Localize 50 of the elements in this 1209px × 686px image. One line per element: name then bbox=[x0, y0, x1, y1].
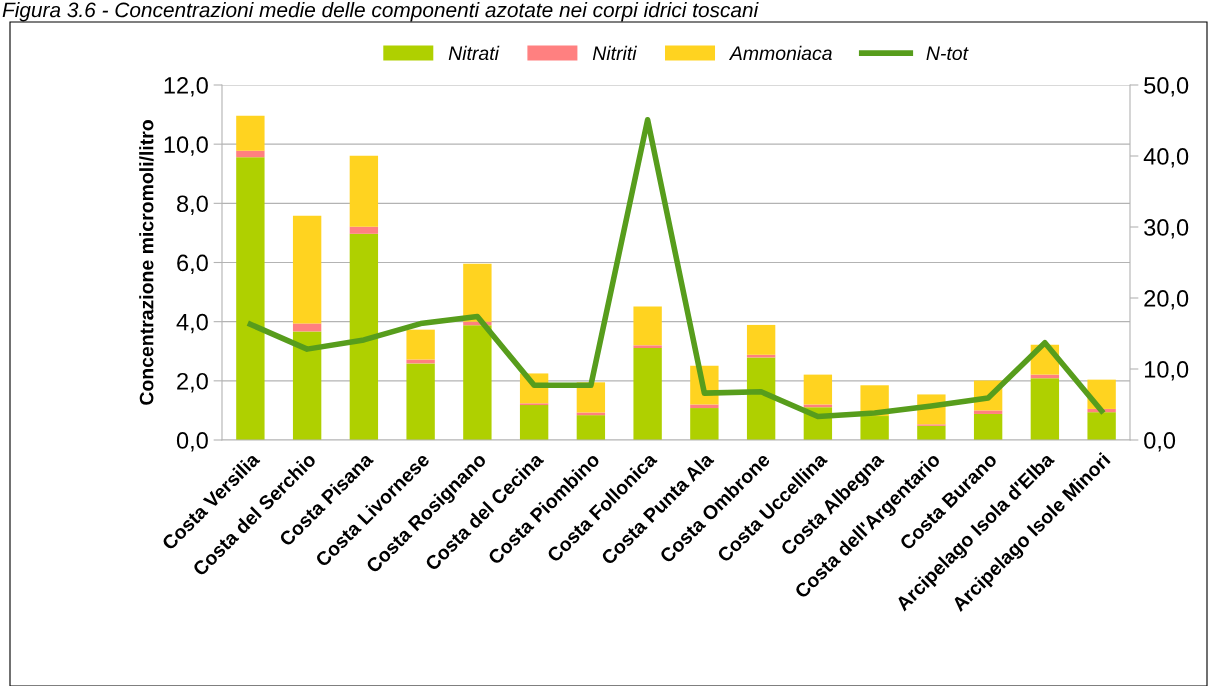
bar bbox=[973, 410, 1003, 414]
bar bbox=[292, 215, 322, 324]
bar bbox=[1087, 412, 1116, 440]
y-tick-label: 6,0 bbox=[177, 254, 208, 275]
bar bbox=[349, 233, 379, 440]
legend-label: Ammoniaca bbox=[728, 45, 832, 61]
legend-label: Nitrati bbox=[448, 45, 500, 61]
bar bbox=[349, 155, 379, 227]
y2-tick-label: 30,0 bbox=[1144, 219, 1189, 239]
bar bbox=[292, 323, 322, 332]
bar bbox=[576, 412, 606, 416]
bar bbox=[746, 357, 776, 440]
legend-label: Nitriti bbox=[592, 45, 637, 61]
y2-tick-label: 20,0 bbox=[1144, 290, 1189, 310]
y-tick-label: 12,0 bbox=[164, 77, 208, 97]
y-tick-label: 8,0 bbox=[177, 195, 208, 215]
chart-title: Figura 3.6 - Concentrazioni medie delle componenti azotate nei corpi idrici toscani bbox=[2, 2, 759, 22]
bar bbox=[406, 329, 435, 360]
bar bbox=[406, 363, 435, 440]
bar bbox=[349, 226, 379, 234]
bar bbox=[1030, 378, 1060, 440]
bar bbox=[236, 150, 265, 158]
bar bbox=[690, 404, 719, 409]
bar bbox=[860, 416, 889, 440]
bar bbox=[633, 345, 662, 348]
bar bbox=[917, 425, 946, 440]
bar bbox=[690, 408, 719, 440]
bar bbox=[576, 415, 606, 440]
y2-tick-label: 40,0 bbox=[1143, 148, 1189, 168]
y-axis-title: Concentrazione micromoli/litro bbox=[139, 120, 154, 405]
bar bbox=[633, 348, 662, 440]
bar bbox=[292, 331, 322, 440]
legend-label: N-tot bbox=[926, 46, 969, 61]
y2-tick-label: 50,0 bbox=[1144, 77, 1189, 97]
bar bbox=[463, 325, 492, 440]
bar bbox=[746, 324, 776, 355]
bar bbox=[803, 374, 833, 405]
bar bbox=[633, 306, 662, 346]
y-tick-label: 2,0 bbox=[177, 372, 208, 393]
y2-tick-label: 10,0 bbox=[1144, 361, 1189, 381]
y-tick-label: 0,0 bbox=[176, 432, 208, 452]
y-tick-label: 10,0 bbox=[164, 136, 208, 156]
bar bbox=[803, 404, 833, 408]
bar bbox=[519, 405, 549, 440]
bar bbox=[973, 413, 1003, 440]
bar bbox=[236, 157, 265, 440]
bar bbox=[463, 263, 492, 322]
y2-tick-label: 0,0 bbox=[1144, 432, 1176, 452]
y-tick-label: 4,0 bbox=[176, 313, 208, 334]
bar bbox=[236, 115, 265, 151]
